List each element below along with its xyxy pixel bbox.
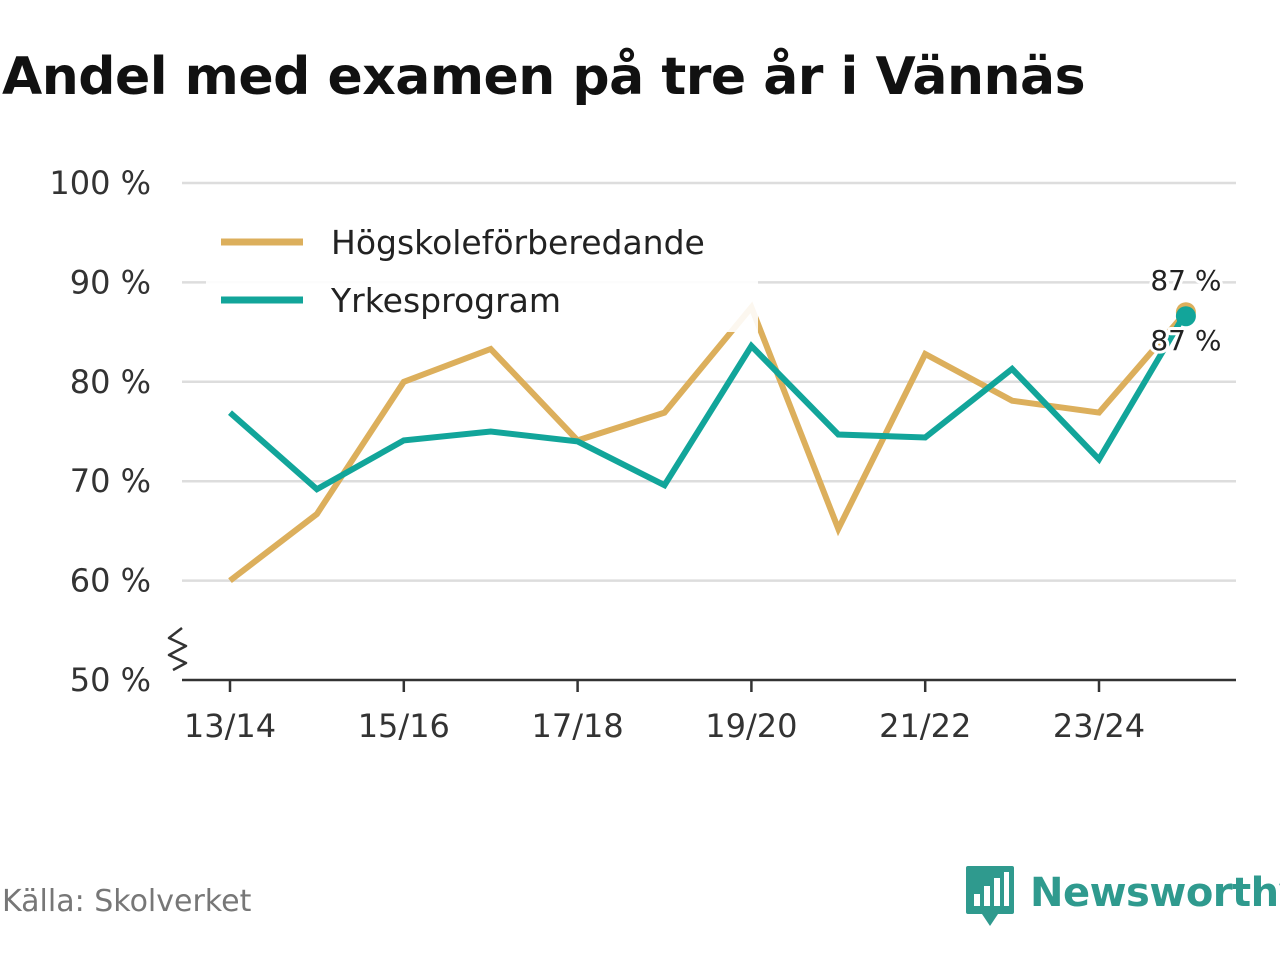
legend-label: Högskoleförberedande: [331, 223, 705, 262]
x-tick-label: 13/14: [184, 707, 276, 745]
y-tick-label: 80 %: [70, 363, 151, 401]
end-labels: 87 % 87 %: [1147, 261, 1224, 360]
x-tick-label: 19/20: [705, 707, 797, 745]
y-tick-label: 50 %: [70, 661, 151, 699]
x-tick-label: 15/16: [358, 707, 450, 745]
legend-label: Yrkesprogram: [330, 281, 561, 320]
brand-logo[interactable]: Newsworthy: [964, 864, 1280, 928]
x-tick-label: 21/22: [879, 707, 971, 745]
y-tick-label: 90 %: [70, 263, 151, 301]
series-line-0: [228, 301, 1189, 583]
source-note: Källa: Skolverket: [2, 884, 252, 919]
chart-title: Andel med examen på tre år i Vännäs: [2, 47, 1086, 107]
x-tick-label: 17/18: [531, 707, 623, 745]
brand-name: Newsworthy: [1030, 870, 1280, 916]
axis-break-icon: [167, 627, 188, 672]
y-tick-label: 60 %: [70, 562, 151, 600]
series-layer: [228, 301, 1196, 583]
newsworthy-logo-icon: [966, 866, 1014, 926]
y-tick-label: 70 %: [70, 462, 151, 500]
legend: Högskoleförberedande Yrkesprogram: [206, 212, 758, 332]
x-tick-label: 23/24: [1053, 707, 1145, 745]
y-tick-label: 100 %: [49, 164, 151, 202]
end-label-0: 87 %: [1150, 264, 1221, 297]
series-end-point-1: [1175, 306, 1196, 327]
legend-background: [206, 212, 758, 332]
end-label-1: 87 %: [1150, 324, 1221, 357]
axes: 50 % 60 % 70 % 80 % 90 % 100 % 13/14 15/16 17/18…: [49, 164, 1236, 745]
series-line-1: [228, 310, 1189, 493]
